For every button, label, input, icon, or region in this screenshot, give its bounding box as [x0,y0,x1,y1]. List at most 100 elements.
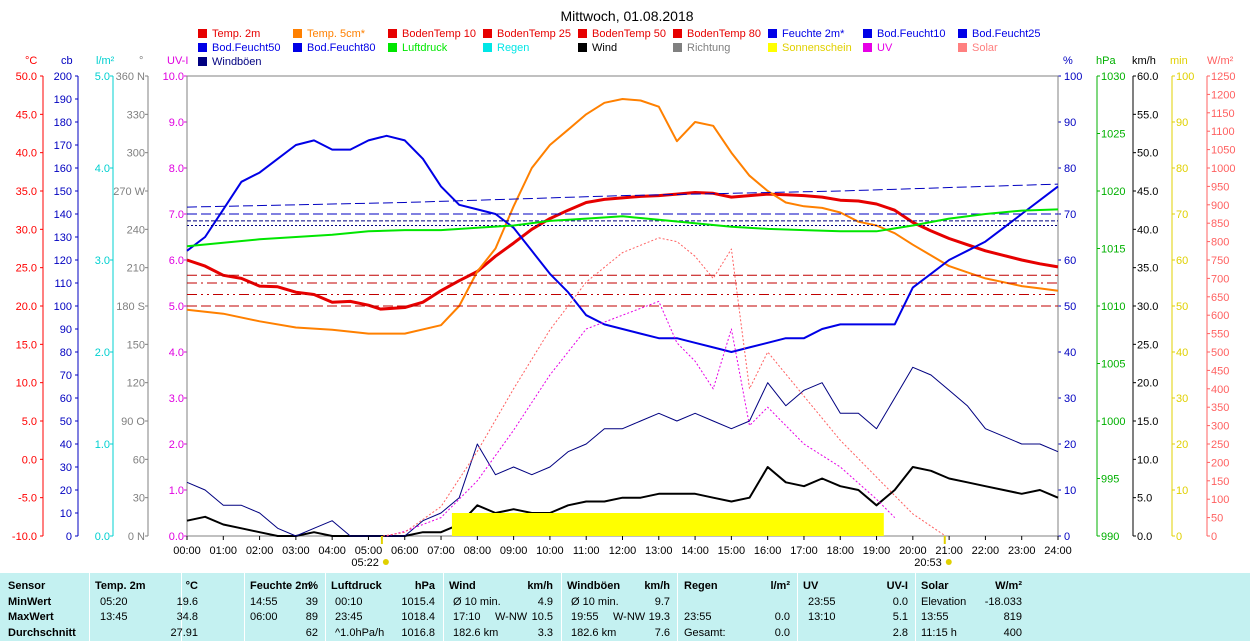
series-windb-en [186,366,1059,537]
axis-tick-label: 650 [1211,292,1229,304]
stats-separator [797,573,798,641]
axis-tick-label: 0.0 [169,531,184,543]
axis-tick-label: 120 [54,255,72,267]
series-solar [382,237,946,537]
axis-tick-label: 10 [60,508,72,520]
axis-tick-label: 1200 [1211,89,1235,101]
axis-tick-label: -5.0 [18,493,37,505]
x-tick-label: 06:00 [391,545,419,557]
axis-tick-label: 60 [133,454,145,466]
axis-tick-label: 50.0 [1137,148,1158,160]
axis-tick-label: 70 [1176,209,1188,221]
axis-tick-label: 240 [127,224,145,236]
x-tick-label: 16:00 [754,545,782,557]
x-tick-label: 18:00 [826,545,854,557]
x-tick-label: 11:00 [573,545,600,557]
legend-label: Bod.Feucht80 [307,42,376,54]
axis-tick-label: 0.0 [95,531,110,543]
axis-tick-label: 40 [1064,347,1076,359]
stats-separator [561,573,562,641]
stats-cell: MinWert [8,596,52,608]
legend-label: Sonnenschein [782,42,852,54]
axis-tick-label: 0 N [128,531,145,543]
axis-tick-label: 70 [60,370,72,382]
stats-cell: UV-I [886,580,908,592]
stats-cell: 27.91 [170,627,198,639]
x-tick-label: 09:00 [500,545,528,557]
stats-cell: km/h [527,580,553,592]
axis-tick-label: 100 [54,301,72,313]
axis-unit-label: l/m² [96,55,115,67]
axis-tick-label: 4.0 [169,347,184,359]
x-tick-label: 03:00 [282,545,310,557]
stats-cell: Solar [921,580,949,592]
series-temp-5cm [186,98,1059,335]
stats-cell: Gesamt: [684,627,726,639]
axis-tick-label: 90 [1176,117,1188,129]
axis-tick-label: 300 [127,148,145,160]
stats-cell: 17:10 [453,611,481,623]
legend-swatch [863,29,872,38]
axis-tick-label: 190 [54,94,72,106]
legend-swatch [388,43,397,52]
axis-tick-label: 30.0 [16,224,37,236]
stats-cell: 1016.8 [401,627,435,639]
axis-tick-label: 1000 [1101,416,1125,428]
axis-tick-label: 1.0 [95,439,110,451]
series-luftdruck [186,208,1059,248]
axis-tick-label: 9.0 [169,117,184,129]
axis-tick-label: 200 [1211,457,1229,469]
axis-tick-label: 0 [1211,531,1217,543]
axis-tick-label: 15.0 [16,339,37,351]
axis-tick-label: 30.0 [1137,301,1158,313]
axis-tick-label: 350 [1211,402,1229,414]
axis-tick-label: 950 [1211,181,1229,193]
x-tick-label: 22:00 [972,545,1000,557]
stats-cell: W-NW [613,611,646,623]
stats-cell: Regen [684,580,718,592]
axis-tick-label: 50 [1211,513,1223,525]
stats-cell: Ø 10 min. [571,596,619,608]
axis-tick-label: 4.0 [95,163,110,175]
x-tick-label: 07:00 [427,545,455,557]
axis-tick-label: 45.0 [1137,186,1158,198]
x-axis: 00:00 01:00 02:00 03:00 04:00 05:00 06:00 07:00… [173,536,1072,569]
plot-area [186,75,1059,537]
legend-swatch [198,57,207,66]
x-tick-label: 02:00 [246,545,274,557]
stats-cell: 182.6 km [453,627,499,639]
axis-tick-label: 5.0 [95,71,110,83]
x-tick-label: 21:00 [935,545,963,557]
axis-tick-label: 25.0 [16,263,37,275]
axis-tick-label: -10.0 [12,531,37,543]
stats-cell: -18.033 [984,596,1022,608]
stats-cell: 13:10 [808,611,836,623]
stats-cell: 0.0 [892,596,908,608]
stats-cell: 19.3 [648,611,670,623]
axis-tick-label: 900 [1211,200,1229,212]
axis-tick-label: 250 [1211,439,1229,451]
x-tick-label: 04:00 [318,545,346,557]
legend-swatch [578,43,587,52]
stats-cell: 34.8 [176,611,198,623]
x-tick-label: 15:00 [718,545,746,557]
axis-tick-label: 110 [54,278,72,290]
axis-tick-label: 0 [1064,531,1070,543]
stats-cell: MaxWert [8,611,54,623]
stats-cell: 182.6 km [571,627,617,639]
axis-tick-label: 55.0 [1137,109,1158,121]
sunset-icon [945,559,952,565]
x-tick-label: 17:00 [790,545,818,557]
axis-tick-label: 20 [1064,439,1076,451]
stats-cell: 9.7 [654,596,670,608]
axis-tick-label: 3.0 [95,255,110,267]
axis-tick-label: 20 [60,485,72,497]
axis-tick-label: 180 [54,117,72,129]
legend-label: Wind [592,42,617,54]
x-tick-label: 01:00 [210,545,238,557]
axis-tick-label: 210 [127,263,145,275]
x-tick-label: 08:00 [464,545,492,557]
stats-cell: W-NW [495,611,528,623]
stats-cell: 23:55 [684,611,712,623]
axis-tick-label: 850 [1211,218,1229,230]
